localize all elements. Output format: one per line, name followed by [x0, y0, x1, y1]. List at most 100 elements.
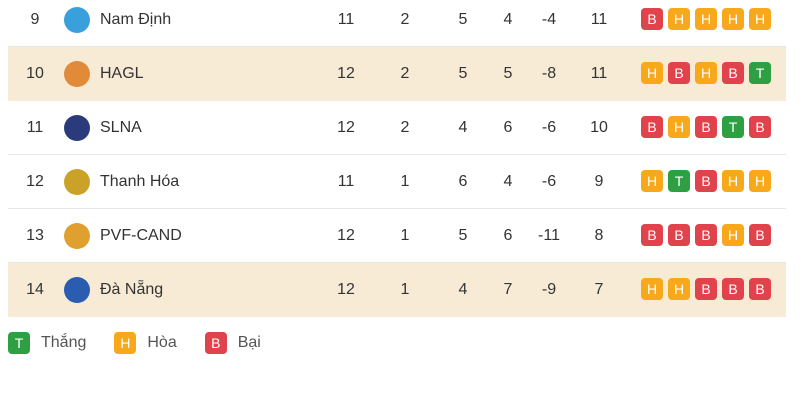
team-name[interactable]: PVF-CAND: [100, 227, 182, 244]
legend-label: Bại: [237, 334, 261, 351]
goal-difference: -8: [541, 65, 557, 82]
form-badge: H: [641, 170, 663, 192]
form-badge: H: [668, 8, 690, 30]
form-badge: B: [641, 8, 663, 30]
losses: 4: [503, 173, 513, 190]
losses: 7: [503, 281, 513, 298]
legend-item: T Thắng: [8, 332, 86, 354]
draws: 5: [458, 65, 468, 82]
played: 11: [337, 173, 355, 190]
form-badge: H: [749, 8, 771, 30]
rank: 9: [30, 11, 40, 28]
form-badge: B: [695, 170, 717, 192]
form-badge: H: [722, 224, 744, 246]
team-logo-icon: [64, 61, 90, 87]
goal-difference: -6: [541, 119, 557, 136]
team-name[interactable]: HAGL: [100, 65, 144, 82]
standings-table: 9 Nam Định 11 2 5 4 -4 11 B H H H H 10 HAGL 1…: [8, 0, 786, 317]
form-badge: B: [668, 62, 690, 84]
form-badge: B: [749, 224, 771, 246]
draws: 5: [458, 227, 468, 244]
legend-item: B Bại: [204, 332, 261, 354]
team-logo-icon: [64, 223, 90, 249]
team-logo-icon: [64, 169, 90, 195]
losses: 6: [503, 119, 513, 136]
form-badge: B: [695, 278, 717, 300]
goal-difference: -4: [541, 11, 557, 28]
draws: 4: [458, 281, 468, 298]
draws: 5: [458, 11, 468, 28]
wins: 1: [400, 173, 410, 190]
team-name[interactable]: Thanh Hóa: [100, 173, 180, 190]
wins: 1: [400, 281, 410, 298]
points: 9: [594, 173, 604, 190]
team-logo-icon: [64, 115, 90, 141]
points: 8: [594, 227, 604, 244]
legend-badge: H: [114, 332, 137, 354]
legend-label: Hòa: [147, 334, 177, 351]
draws: 4: [458, 119, 468, 136]
goal-difference: -11: [538, 227, 560, 244]
form-badge: B: [749, 278, 771, 300]
form-badge: H: [722, 170, 744, 192]
wins: 1: [400, 227, 410, 244]
form-badge: B: [722, 278, 744, 300]
form-badge: B: [695, 116, 717, 138]
team-name[interactable]: SLNA: [100, 119, 142, 136]
rank: 10: [26, 65, 44, 82]
points: 10: [590, 119, 608, 136]
form-badge: T: [749, 62, 771, 84]
form-badge: B: [641, 224, 663, 246]
wins: 2: [400, 11, 410, 28]
form-badge: B: [695, 224, 717, 246]
rank: 14: [26, 281, 44, 298]
form-badge: H: [641, 278, 663, 300]
points: 11: [590, 65, 608, 82]
goal-difference: -6: [541, 173, 557, 190]
team-name[interactable]: Nam Định: [100, 11, 172, 28]
rank: 11: [26, 119, 44, 136]
team-name[interactable]: Đà Nẵng: [100, 281, 164, 298]
form-badge: B: [641, 116, 663, 138]
legend-badge: T: [8, 332, 30, 354]
form-badge: H: [668, 116, 690, 138]
form-badge: B: [749, 116, 771, 138]
rank: 12: [26, 173, 44, 190]
legend-label: Thắng: [41, 334, 87, 351]
losses: 6: [503, 227, 513, 244]
losses: 5: [503, 65, 513, 82]
team-logo-icon: [64, 277, 90, 303]
legend: T Thắng H Hòa B Bại: [8, 332, 289, 354]
form-badge: H: [749, 170, 771, 192]
form-badge: B: [668, 224, 690, 246]
points: 7: [594, 281, 604, 298]
points: 11: [590, 11, 608, 28]
wins: 2: [400, 65, 410, 82]
form-badge: T: [722, 116, 744, 138]
losses: 4: [503, 11, 513, 28]
form-badge: H: [668, 278, 690, 300]
played: 12: [337, 281, 355, 298]
form-badge: B: [722, 62, 744, 84]
team-logo-icon: [64, 7, 90, 33]
legend-badge: B: [204, 332, 227, 354]
form-badge: H: [695, 8, 717, 30]
played: 12: [337, 227, 355, 244]
goal-difference: -9: [541, 281, 557, 298]
rank: 13: [26, 227, 44, 244]
draws: 6: [458, 173, 468, 190]
wins: 2: [400, 119, 410, 136]
played: 11: [337, 11, 355, 28]
form-badge: T: [668, 170, 690, 192]
